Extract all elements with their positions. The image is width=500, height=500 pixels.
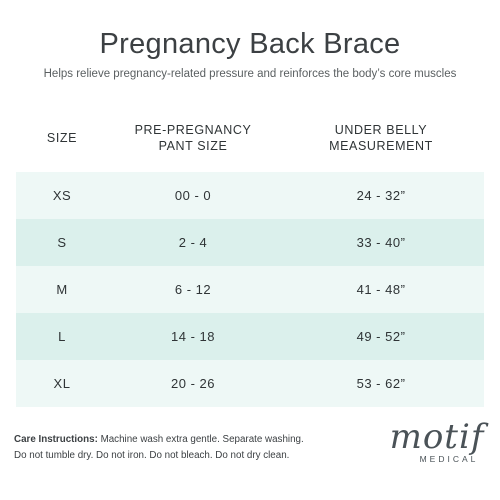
cell-size: S xyxy=(57,235,67,250)
column-header-under-belly: UNDER BELLY MEASUREMENT xyxy=(329,123,433,153)
care-instructions-line1: Machine wash extra gentle. Separate wash… xyxy=(97,434,304,445)
table-row: L 14 - 18 49 - 52” xyxy=(16,313,484,360)
table-row: M 6 - 12 41 - 48” xyxy=(16,266,484,313)
logo-wordmark: motif xyxy=(389,417,485,457)
cell-size: M xyxy=(56,282,68,297)
table-body: XS 00 - 0 24 - 32” S 2 - 4 33 - 40” M 6 … xyxy=(16,172,484,407)
cell-size: XS xyxy=(52,188,72,203)
logo-subtext: MEDICAL xyxy=(419,454,479,464)
cell-under-belly: 49 - 52” xyxy=(356,329,406,344)
cell-under-belly: 41 - 48” xyxy=(356,282,406,297)
cell-pant-size: 00 - 0 xyxy=(174,188,212,203)
page-title: Pregnancy Back Brace xyxy=(99,28,401,60)
table-header: SIZE PRE-PREGNANCY PANT SIZE UNDER BELLY… xyxy=(16,112,484,164)
cell-pant-size: 14 - 18 xyxy=(171,329,215,344)
cell-pant-size: 2 - 4 xyxy=(178,235,208,250)
page-subtitle: Helps relieve pregnancy-related pressure… xyxy=(43,68,457,80)
cell-pant-size: 6 - 12 xyxy=(174,282,212,297)
column-header-pant-size: PRE-PREGNANCY PANT SIZE xyxy=(134,123,252,153)
cell-under-belly: 53 - 62” xyxy=(356,376,406,391)
care-instructions-line2: Do not tumble dry. Do not iron. Do not b… xyxy=(14,450,290,461)
size-chart-table: SIZE PRE-PREGNANCY PANT SIZE UNDER BELLY… xyxy=(16,112,484,407)
cell-under-belly: 24 - 32” xyxy=(356,188,406,203)
brand-logo: motif MEDICAL xyxy=(382,418,492,488)
cell-pant-size: 20 - 26 xyxy=(171,376,215,391)
table-row: S 2 - 4 33 - 40” xyxy=(16,219,484,266)
cell-size: L xyxy=(58,329,66,344)
care-instructions: Care Instructions: Machine wash extra ge… xyxy=(14,432,374,464)
cell-size: XL xyxy=(53,376,71,391)
table-row: XS 00 - 0 24 - 32” xyxy=(16,172,484,219)
table-row: XL 20 - 26 53 - 62” xyxy=(16,360,484,407)
column-header-size: SIZE xyxy=(46,131,78,145)
cell-under-belly: 33 - 40” xyxy=(356,235,406,250)
care-instructions-label: Care Instructions: xyxy=(14,434,98,445)
